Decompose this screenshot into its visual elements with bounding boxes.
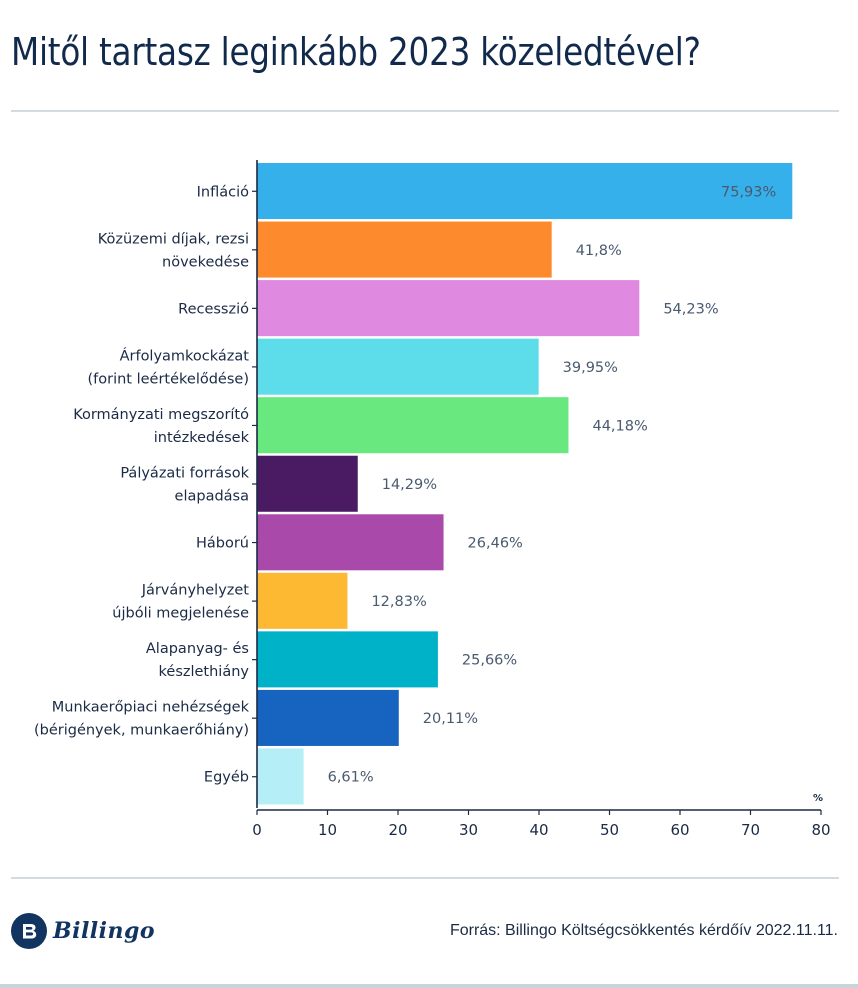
category-label-6: Háború bbox=[196, 536, 249, 552]
value-label-2: 54,23% bbox=[663, 301, 718, 317]
bar-4 bbox=[257, 397, 569, 454]
x-tick-label-5: 50 bbox=[600, 821, 619, 839]
bar-3 bbox=[257, 338, 539, 395]
bar-1 bbox=[257, 221, 552, 278]
value-label-6: 26,46% bbox=[468, 536, 523, 552]
header-divider bbox=[11, 110, 839, 112]
b-letter-icon bbox=[23, 924, 37, 939]
value-label-1: 41,8% bbox=[576, 243, 622, 259]
category-label-10: Egyéb bbox=[204, 770, 249, 786]
category-label-7-line-1: újbóli megjelenése bbox=[112, 606, 249, 622]
bar-5 bbox=[257, 455, 358, 512]
bar-8 bbox=[257, 631, 438, 688]
category-label-2: Recesszió bbox=[178, 301, 249, 317]
value-label-0: 75,93% bbox=[721, 184, 776, 200]
value-label-9: 20,11% bbox=[423, 711, 478, 727]
bar-10 bbox=[257, 748, 304, 805]
category-label-4-line-1: intézkedések bbox=[154, 430, 250, 446]
billingo-logo-icon bbox=[11, 913, 47, 949]
x-tick-label-1: 10 bbox=[318, 821, 337, 839]
x-tick-label-0: 0 bbox=[252, 821, 262, 839]
bar-9 bbox=[257, 689, 399, 746]
value-label-10: 6,61% bbox=[328, 770, 374, 786]
category-label-9-line-0: Munkaerőpiaci nehézségek bbox=[52, 700, 250, 716]
value-label-8: 25,66% bbox=[462, 653, 517, 669]
category-label-3-line-1: (forint leértékelődése) bbox=[87, 371, 249, 387]
footer-divider bbox=[11, 877, 839, 879]
category-label-3-line-0: Árfolyamkockázat bbox=[120, 347, 250, 364]
chart-title: Mitől tartasz leginkább 2023 közeledtéve… bbox=[11, 30, 701, 74]
x-tick-label-7: 70 bbox=[741, 821, 760, 839]
category-label-8-line-1: készlethiány bbox=[159, 664, 250, 680]
x-axis-unit-label: % bbox=[813, 793, 823, 804]
category-label-8-line-0: Alapanyag- és bbox=[146, 641, 249, 657]
value-label-7: 12,83% bbox=[371, 594, 426, 610]
x-tick-label-3: 30 bbox=[459, 821, 478, 839]
billingo-logo-text: Billingo bbox=[53, 918, 156, 944]
source-note: Forrás: Billingo Költségcsökkentés kérdő… bbox=[449, 922, 838, 939]
category-label-1-line-1: növekedése bbox=[162, 254, 249, 270]
x-tick-label-6: 60 bbox=[670, 821, 689, 839]
axis-layer: Infláció 75,93% Közüzemi díjak, rezsi növek… bbox=[34, 160, 831, 839]
x-tick-label-2: 20 bbox=[388, 821, 407, 839]
x-tick-label-8: 80 bbox=[811, 821, 830, 839]
category-label-4-line-0: Kormányzati megszorító bbox=[73, 407, 249, 423]
bar-6 bbox=[257, 514, 444, 571]
x-tick-label-4: 40 bbox=[529, 821, 548, 839]
value-label-4: 44,18% bbox=[592, 418, 647, 434]
category-label-5-line-1: elapadása bbox=[175, 489, 249, 505]
category-label-5-line-0: Pályázati források bbox=[120, 466, 249, 482]
category-label-0: Infláció bbox=[197, 184, 249, 200]
bars-layer bbox=[257, 163, 793, 805]
category-label-7-line-0: Járványhelyzet bbox=[141, 583, 250, 599]
bottom-border bbox=[0, 984, 858, 988]
value-label-3: 39,95% bbox=[563, 360, 618, 376]
bar-0 bbox=[257, 163, 793, 220]
bar-7 bbox=[257, 572, 348, 629]
category-label-1-line-0: Közüzemi díjak, rezsi bbox=[98, 231, 249, 247]
bar-chart: Infláció 75,93% Közüzemi díjak, rezsi növek… bbox=[34, 160, 831, 839]
value-label-5: 14,29% bbox=[382, 477, 437, 493]
billingo-logo: Billingo bbox=[11, 913, 155, 949]
category-label-9-line-1: (bérigények, munkaerőhiány) bbox=[34, 723, 249, 739]
bar-2 bbox=[257, 280, 640, 337]
